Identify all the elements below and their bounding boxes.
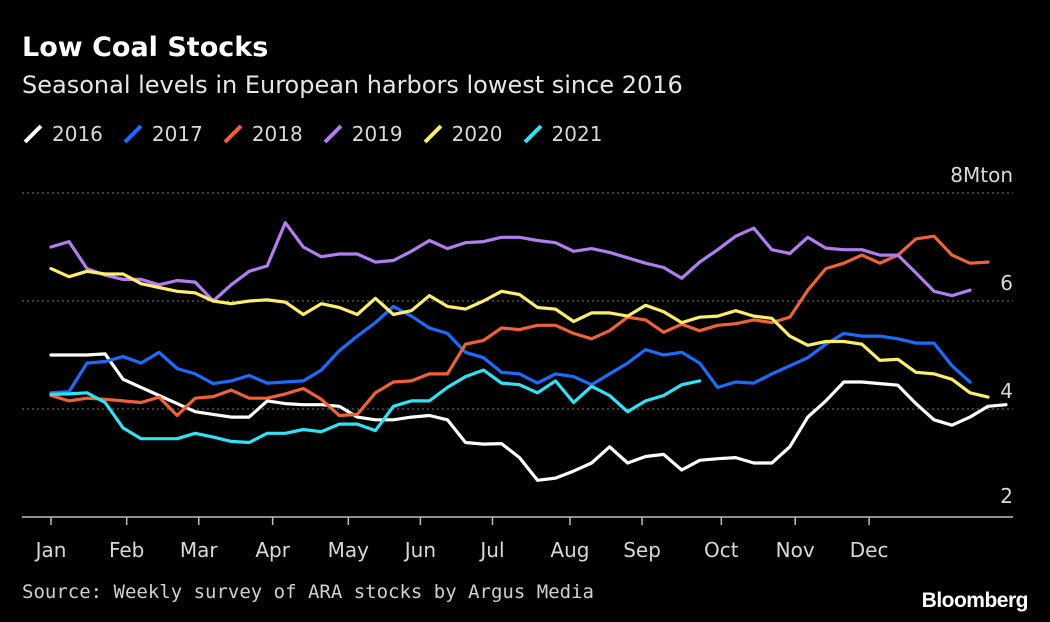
chart-title: Low Coal Stocks [22,32,269,63]
x-tick-label: Dec [850,538,889,562]
series-line-2017 [49,304,972,395]
series-line-2020 [49,267,990,399]
source-note: Source: Weekly survey of ARA stocks by A… [22,581,594,603]
x-tick-label: Sep [623,538,661,562]
legend-swatch-icon [23,124,43,144]
legend-item-2016: 2016 [22,122,103,146]
legend-item-2017: 2017 [122,122,203,146]
legend-label: 2018 [251,122,303,146]
chart-subtitle: Seasonal levels in European harbors lowe… [22,71,683,99]
series-line-2021 [49,368,702,445]
legend-swatch-icon [323,124,343,144]
x-tick-label: May [328,538,370,562]
legend-label: 2016 [52,122,103,146]
x-tick-label: Jan [34,538,67,562]
y-tick-label: 6 [1000,271,1013,295]
legend: 2016 2017 2018 2019 2020 2021 [22,122,602,146]
legend-swatch-icon [123,124,143,144]
x-tick-label: Mar [180,538,219,562]
x-tick-label: Jul [478,538,504,562]
legend-item-2019: 2019 [322,122,403,146]
bloomberg-logo: Bloomberg [921,589,1029,612]
legend-swatch-icon [423,124,443,144]
x-tick-label: Aug [550,538,589,562]
legend-label: 2017 [151,122,203,146]
y-tick-label: 8Mton [950,163,1013,187]
legend-item-2020: 2020 [422,122,503,146]
x-tick-label: Nov [776,538,815,562]
legend-label: 2019 [351,122,403,146]
series-line-2016 [49,352,1008,482]
legend-item-2021: 2021 [522,122,603,146]
legend-swatch-icon [223,124,243,144]
x-tick-label: Apr [255,538,290,562]
y-tick-label: 2 [1000,484,1013,508]
legend-item-2018: 2018 [222,122,303,146]
y-tick-label: 4 [1000,379,1013,403]
legend-label: 2021 [551,122,603,146]
legend-label: 2020 [451,122,503,146]
legend-swatch-icon [523,124,542,144]
x-tick-label: Oct [704,538,739,562]
series-line-2019 [49,221,972,303]
x-tick-label: Jun [403,538,436,562]
series-line-2018 [49,234,990,418]
x-tick-label: Feb [109,538,144,562]
